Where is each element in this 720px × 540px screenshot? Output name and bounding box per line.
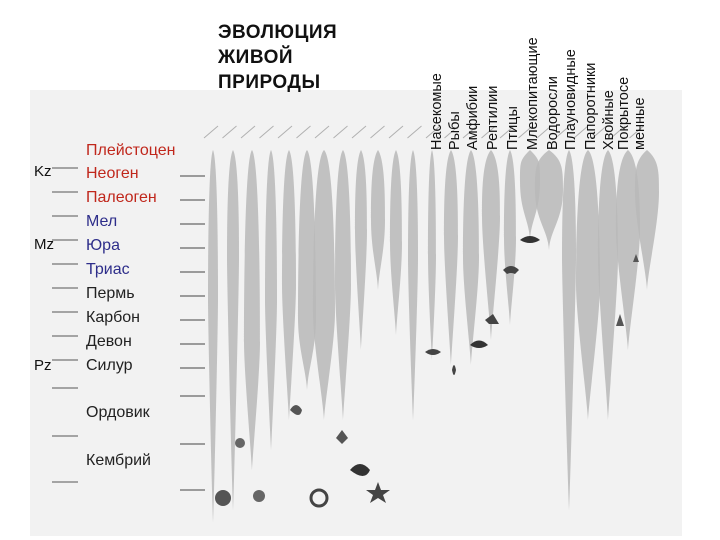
flower-icon xyxy=(633,254,639,262)
group-label-fish: Рыбы xyxy=(447,111,463,150)
lineage-band xyxy=(244,150,260,470)
ghost-caption-line xyxy=(481,125,496,139)
lineage-band xyxy=(265,150,277,450)
lineage-band xyxy=(616,150,640,350)
shell-icon xyxy=(235,438,245,448)
period-neogene: Неоген xyxy=(86,165,139,182)
period-jurassic: Юра xyxy=(86,237,120,254)
ghost-caption-line xyxy=(573,125,589,139)
period-carboniferous: Карбон xyxy=(86,309,141,326)
evolution-diagram xyxy=(52,125,659,522)
ghost-caption-line xyxy=(277,125,293,139)
ghost-caption-line xyxy=(425,125,441,139)
period-cretaceous: Мел xyxy=(86,213,118,230)
lineage-band xyxy=(282,150,296,420)
ghost-caption-line xyxy=(203,125,219,139)
group-label-mammals: Млекопитающие xyxy=(525,37,541,150)
ghost-caption-line xyxy=(444,125,459,139)
lineage-band xyxy=(520,150,540,240)
starfish-icon xyxy=(366,482,390,503)
lineage-band xyxy=(335,150,351,420)
title-line-1: ЭВОЛЮЦИЯ xyxy=(218,22,338,43)
tree-icon xyxy=(616,314,624,326)
era-label-mz: Mz xyxy=(34,236,54,253)
title-line-2: ЖИВОЙ xyxy=(218,47,294,68)
mammal-icon xyxy=(520,236,540,243)
ghost-caption-line xyxy=(259,125,274,139)
group-label-birds: Птицы xyxy=(505,106,521,150)
period-permian: Пермь xyxy=(86,285,135,302)
mammal-icon xyxy=(470,340,488,348)
lineage-band xyxy=(227,150,239,510)
period-triassic: Триас xyxy=(86,261,130,278)
group-label-algae: Водоросли xyxy=(545,76,561,150)
lizard-icon xyxy=(485,314,499,324)
period-cambrian: Кембрий xyxy=(86,452,151,469)
ghost-caption-line xyxy=(462,125,478,139)
group-label-angiosperms-2: менные xyxy=(632,97,648,150)
ghost-caption-line xyxy=(333,125,348,139)
era-label-kz: Kz xyxy=(34,163,52,180)
ghost-caption-line xyxy=(592,125,607,139)
lineage-band xyxy=(355,150,367,350)
lineage-band xyxy=(576,150,600,420)
fish-icon xyxy=(425,349,441,355)
lineage-band xyxy=(635,150,659,290)
ghost-caption-line xyxy=(610,125,626,139)
ghost-caption-line xyxy=(314,125,330,139)
period-ordovician: Ордовик xyxy=(86,404,150,421)
title-line-3: ПРИРОДЫ xyxy=(218,72,321,93)
lineage-band xyxy=(371,150,385,290)
coral-icon xyxy=(290,405,302,415)
group-label-ferns: Папоротники xyxy=(583,62,599,150)
lineage-band xyxy=(313,150,335,420)
group-label-conifers: Хвойные xyxy=(601,90,617,150)
ghost-caption-line xyxy=(629,125,644,139)
fossil-icon xyxy=(350,464,370,476)
ghost-caption-line xyxy=(296,125,311,139)
ghost-caption-line xyxy=(222,125,237,139)
ghost-caption-line xyxy=(518,125,533,139)
ghost-caption-line xyxy=(499,125,515,139)
ammonite-icon xyxy=(309,488,329,508)
era-label-pz: Pz xyxy=(34,357,52,374)
lineage-band xyxy=(408,150,418,420)
period-devonian: Девон xyxy=(86,333,132,350)
bird-icon xyxy=(503,266,519,274)
shell-icon xyxy=(215,490,231,506)
ghost-caption-line xyxy=(536,125,552,139)
lineage-band xyxy=(482,150,500,340)
ghost-caption-line xyxy=(407,125,422,139)
ghost-caption-line xyxy=(351,125,367,139)
lineage-band xyxy=(444,150,458,365)
ghost-caption-line xyxy=(240,125,256,139)
lineage-band xyxy=(598,150,618,420)
group-label-reptiles: Рептилии xyxy=(485,85,501,150)
group-label-angiosperms-1: Покрытосе xyxy=(616,76,632,150)
fern-icon xyxy=(452,365,456,375)
lineage-band xyxy=(390,150,402,335)
chart-panel xyxy=(30,90,682,536)
ghost-caption-line xyxy=(555,125,570,139)
ghost-caption-line xyxy=(370,125,385,139)
lineage-band xyxy=(562,150,576,510)
shell-icon xyxy=(253,490,265,502)
ghost-caption-line xyxy=(388,125,404,139)
group-label-lycopods: Плауновидные xyxy=(563,49,579,150)
lineage-band xyxy=(208,150,218,522)
lineage-band xyxy=(298,150,316,390)
group-label-insects: Насекомые xyxy=(429,73,445,150)
lineage-band xyxy=(428,150,436,360)
coral-icon xyxy=(336,430,348,444)
lineage-band xyxy=(535,150,563,250)
lineage-band xyxy=(463,150,479,365)
page-title: ЭВОЛЮЦИЯ ЖИВОЙ ПРИРОДЫ xyxy=(218,20,418,95)
period-paleogene: Палеоген xyxy=(86,189,157,206)
lineage-band xyxy=(504,150,516,325)
group-label-amphibians: Амфибии xyxy=(465,85,481,150)
period-pleistocene: Плейстоцен xyxy=(86,142,176,159)
period-silurian: Силур xyxy=(86,357,133,374)
